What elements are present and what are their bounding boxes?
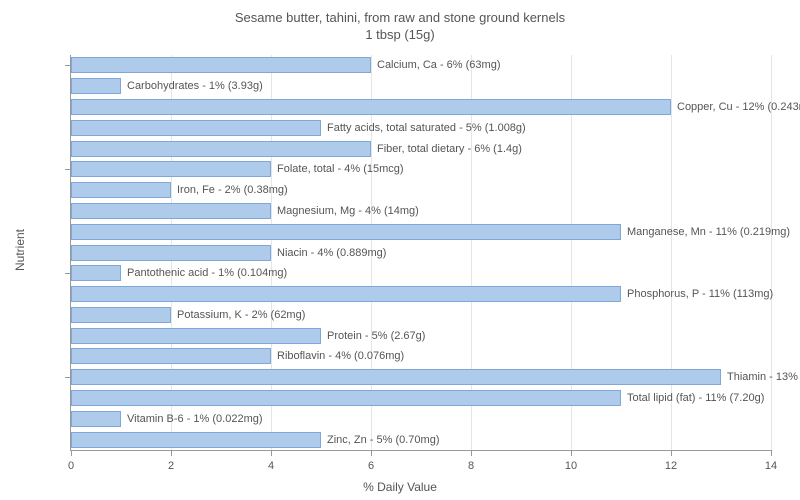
x-tick	[71, 450, 72, 456]
bar-label: Copper, Cu - 12% (0.243mg)	[671, 99, 800, 115]
bar-label: Iron, Fe - 2% (0.38mg)	[171, 182, 288, 198]
x-tick	[171, 450, 172, 456]
x-axis-label: % Daily Value	[363, 480, 437, 494]
bar-label: Potassium, K - 2% (62mg)	[171, 307, 305, 323]
bar-label: Thiamin - 13% (0.192mg)	[721, 369, 800, 385]
title-line-1: Sesame butter, tahini, from raw and ston…	[235, 10, 565, 25]
bar	[71, 245, 271, 261]
x-tick-label: 6	[368, 460, 374, 472]
bar	[71, 99, 671, 115]
bar	[71, 57, 371, 73]
plot-area: 02468101214Calcium, Ca - 6% (63mg)Carboh…	[70, 55, 771, 451]
bar	[71, 141, 371, 157]
bar	[71, 369, 721, 385]
bar	[71, 224, 621, 240]
bar	[71, 390, 621, 406]
x-tick	[271, 450, 272, 456]
y-tick	[65, 273, 71, 274]
x-tick	[771, 450, 772, 456]
x-tick-label: 10	[565, 460, 577, 472]
title-line-2: 1 tbsp (15g)	[365, 27, 434, 42]
bar-label: Calcium, Ca - 6% (63mg)	[371, 57, 500, 73]
x-tick-label: 2	[168, 460, 174, 472]
bar-label: Pantothenic acid - 1% (0.104mg)	[121, 265, 287, 281]
bar	[71, 348, 271, 364]
bar-label: Manganese, Mn - 11% (0.219mg)	[621, 224, 790, 240]
x-tick-label: 12	[665, 460, 677, 472]
bar-label: Zinc, Zn - 5% (0.70mg)	[321, 432, 439, 448]
bar-label: Protein - 5% (2.67g)	[321, 328, 425, 344]
bar-label: Vitamin B-6 - 1% (0.022mg)	[121, 411, 263, 427]
bar-label: Fiber, total dietary - 6% (1.4g)	[371, 141, 522, 157]
y-tick	[65, 169, 71, 170]
x-tick	[371, 450, 372, 456]
bar	[71, 265, 121, 281]
bar	[71, 307, 171, 323]
bar-label: Carbohydrates - 1% (3.93g)	[121, 78, 263, 94]
bar-label: Magnesium, Mg - 4% (14mg)	[271, 203, 419, 219]
x-tick-label: 14	[765, 460, 777, 472]
x-tick	[571, 450, 572, 456]
bar	[71, 120, 321, 136]
y-tick	[65, 65, 71, 66]
bar-label: Fatty acids, total saturated - 5% (1.008…	[321, 120, 526, 136]
bar	[71, 182, 171, 198]
x-tick-label: 0	[68, 460, 74, 472]
bar	[71, 203, 271, 219]
bar	[71, 411, 121, 427]
x-tick-label: 8	[468, 460, 474, 472]
x-tick-label: 4	[268, 460, 274, 472]
bar	[71, 432, 321, 448]
bar-label: Total lipid (fat) - 11% (7.20g)	[621, 390, 764, 406]
bar	[71, 78, 121, 94]
x-tick	[471, 450, 472, 456]
y-tick	[65, 377, 71, 378]
bar-label: Phosphorus, P - 11% (113mg)	[621, 286, 773, 302]
x-tick	[671, 450, 672, 456]
bar-label: Riboflavin - 4% (0.076mg)	[271, 348, 404, 364]
nutrient-chart: Sesame butter, tahini, from raw and ston…	[0, 0, 800, 500]
chart-title: Sesame butter, tahini, from raw and ston…	[0, 0, 800, 44]
bar-label: Niacin - 4% (0.889mg)	[271, 245, 386, 261]
bar	[71, 161, 271, 177]
bar-label: Folate, total - 4% (15mcg)	[271, 161, 404, 177]
bar	[71, 328, 321, 344]
bar	[71, 286, 621, 302]
y-axis-label: Nutrient	[13, 229, 27, 271]
